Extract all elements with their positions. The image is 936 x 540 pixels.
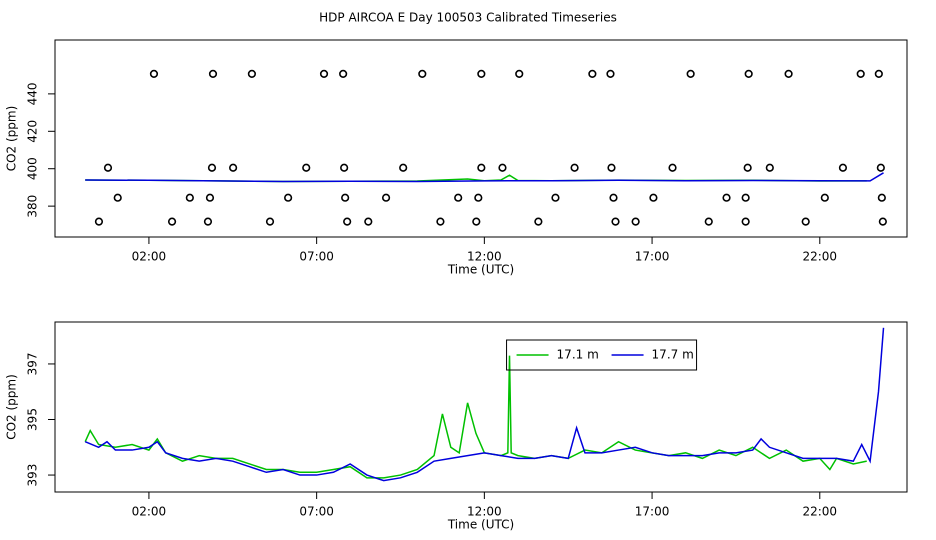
- data-point: [743, 163, 752, 172]
- y-tick-label: 380: [26, 195, 40, 218]
- x-axis-label: Time (UTC): [447, 263, 514, 277]
- data-point: [399, 163, 408, 172]
- x-tick-label: 22:00: [802, 505, 837, 519]
- data-point: [588, 69, 597, 78]
- data-point: [203, 217, 213, 226]
- y-axis-label: CO2 (ppm): [5, 106, 19, 172]
- data-point: [339, 69, 348, 78]
- data-line: [84, 327, 885, 482]
- data-point: [149, 69, 159, 78]
- data-point: [185, 193, 194, 202]
- data-point: [418, 69, 427, 78]
- data-point: [319, 69, 329, 78]
- data-point: [878, 217, 887, 226]
- data-point: [649, 193, 658, 202]
- data-point: [609, 193, 618, 202]
- data-point: [606, 69, 615, 78]
- data-point: [784, 69, 793, 78]
- data-point: [668, 163, 677, 172]
- data-point: [343, 217, 352, 226]
- x-tick-label: 12:00: [467, 250, 502, 264]
- data-point: [722, 193, 731, 202]
- data-point: [838, 163, 848, 172]
- data-point: [801, 217, 810, 226]
- data-point: [436, 217, 445, 226]
- data-point: [876, 163, 885, 172]
- data-point: [551, 193, 560, 202]
- legend: 17.1 m 17.7 m: [506, 339, 698, 371]
- data-point: [474, 193, 483, 202]
- x-tick-label: 17:00: [635, 250, 670, 264]
- plot-frame: [54, 39, 908, 238]
- data-point: [874, 69, 883, 78]
- y-axis-label: CO2 (ppm): [5, 374, 19, 440]
- data-point: [477, 69, 486, 78]
- y-tick-label: 393: [26, 464, 40, 487]
- data-point: [741, 217, 750, 226]
- legend-label: 17.1 m: [557, 348, 599, 362]
- x-tick-label: 17:00: [635, 505, 670, 519]
- data-point: [207, 163, 217, 172]
- data-point: [515, 69, 524, 78]
- data-point: [247, 69, 256, 78]
- y-tick-label: 440: [26, 82, 40, 105]
- data-point: [94, 217, 104, 226]
- data-point: [284, 193, 293, 202]
- y-tick-label: 420: [26, 120, 40, 143]
- x-axis-label: Time (UTC): [447, 518, 514, 532]
- legend-box: [506, 339, 698, 371]
- data-point: [364, 217, 373, 226]
- data-point: [205, 193, 215, 202]
- data-point: [265, 217, 275, 226]
- y-tick-label: 400: [26, 157, 40, 180]
- data-point: [877, 193, 886, 202]
- data-point: [472, 217, 481, 226]
- data-point: [741, 193, 750, 202]
- x-tick-label: 12:00: [467, 505, 502, 519]
- x-tick-label: 02:00: [132, 250, 167, 264]
- data-point: [820, 193, 829, 202]
- legend-label: 17.7 m: [652, 348, 694, 362]
- data-point: [103, 163, 113, 172]
- data-point: [477, 163, 486, 172]
- data-point: [381, 193, 391, 202]
- data-point: [498, 163, 507, 172]
- data-point: [341, 193, 350, 202]
- data-point: [686, 69, 695, 78]
- data-point: [607, 163, 616, 172]
- data-point: [302, 163, 311, 172]
- data-point: [229, 163, 238, 172]
- data-point: [744, 69, 753, 78]
- data-point: [856, 69, 865, 78]
- x-tick-label: 07:00: [299, 505, 334, 519]
- data-point: [570, 163, 579, 172]
- data-point: [704, 217, 713, 226]
- chart-title: HDP AIRCOA E Day 100503 Calibrated Times…: [319, 11, 617, 25]
- data-point: [534, 217, 543, 226]
- x-tick-label: 07:00: [299, 250, 334, 264]
- data-point: [631, 217, 640, 226]
- plot-frame: [54, 321, 908, 493]
- data-point: [208, 69, 218, 78]
- data-point: [611, 217, 620, 226]
- data-line: [84, 355, 867, 479]
- data-line: [85, 172, 884, 183]
- data-point: [167, 217, 177, 226]
- data-point: [765, 163, 774, 172]
- x-tick-label: 22:00: [802, 250, 837, 264]
- data-point: [113, 193, 122, 202]
- data-point: [340, 163, 349, 172]
- y-tick-label: 395: [26, 408, 40, 431]
- x-tick-label: 02:00: [132, 505, 167, 519]
- y-tick-label: 397: [26, 352, 40, 375]
- data-point: [454, 193, 463, 202]
